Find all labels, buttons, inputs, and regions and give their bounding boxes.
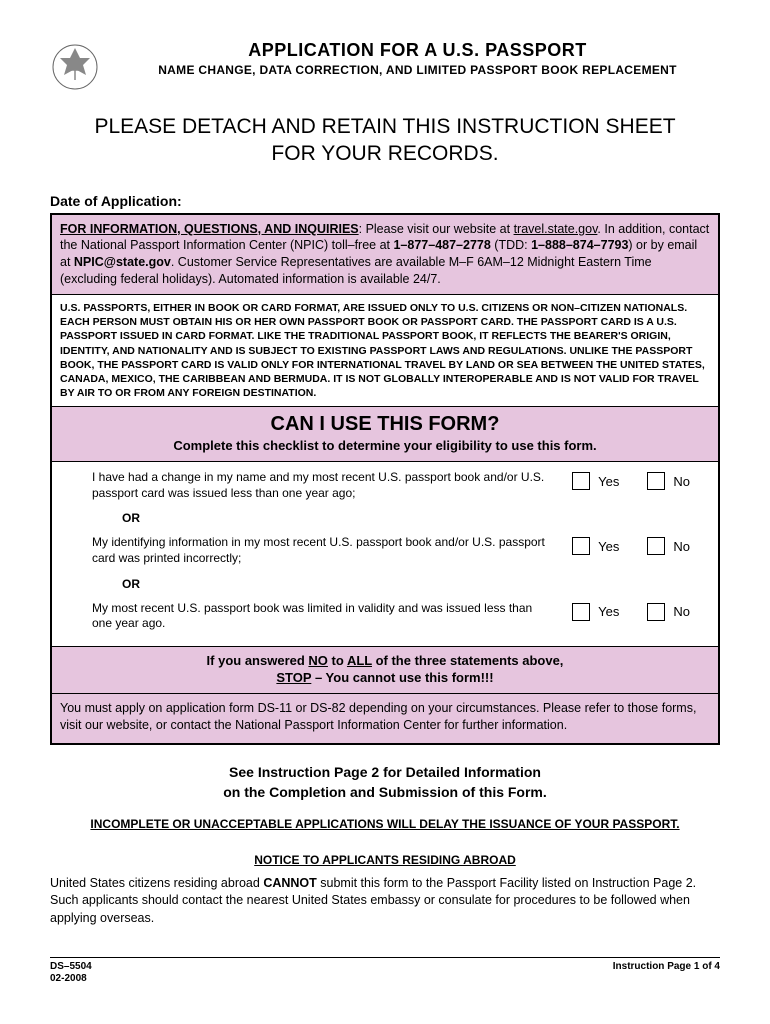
q2-no-checkbox[interactable] <box>647 537 665 555</box>
question-3-text: My most recent U.S. passport book was li… <box>92 601 572 632</box>
can-use-subtitle: Complete this checklist to determine you… <box>60 438 710 453</box>
eligibility-checklist: I have had a change in my name and my mo… <box>52 462 718 647</box>
yes-label: Yes <box>598 474 619 489</box>
checklist-row-1: I have had a change in my name and my mo… <box>92 470 710 501</box>
q1-no-checkbox[interactable] <box>647 472 665 490</box>
date-of-application-label: Date of Application: <box>50 193 720 209</box>
can-use-header: CAN I USE THIS FORM? Complete this check… <box>52 407 718 462</box>
question-1-options: Yes No <box>572 470 710 490</box>
form-date: 02-2008 <box>50 973 87 984</box>
detach-line-2: FOR YOUR RECORDS. <box>271 142 498 165</box>
detach-line-1: PLEASE DETACH AND RETAIN THIS INSTRUCTIO… <box>94 115 675 138</box>
delay-warning: INCOMPLETE OR UNACCEPTABLE APPLICATIONS … <box>50 817 720 831</box>
form-number: DS–5504 <box>50 961 92 972</box>
footer-page-number: Instruction Page 1 of 4 <box>613 961 720 985</box>
detach-notice: PLEASE DETACH AND RETAIN THIS INSTRUCTIO… <box>50 113 720 168</box>
question-2-options: Yes No <box>572 535 710 555</box>
question-3-options: Yes No <box>572 601 710 621</box>
q1-yes-checkbox[interactable] <box>572 472 590 490</box>
must-apply-text: You must apply on application form DS-11… <box>52 694 718 744</box>
title-block: APPLICATION FOR A U.S. PASSPORT NAME CHA… <box>115 40 720 77</box>
checklist-row-3: My most recent U.S. passport book was li… <box>92 601 710 632</box>
abroad-notice-text: United States citizens residing abroad C… <box>50 875 720 928</box>
footer: DS–5504 02-2008 Instruction Page 1 of 4 <box>50 957 720 985</box>
question-1-text: I have had a change in my name and my mo… <box>92 470 572 501</box>
checklist-row-2: My identifying information in my most re… <box>92 535 710 566</box>
form-box: FOR INFORMATION, QUESTIONS, AND INQUIRIE… <box>50 213 720 746</box>
no-label: No <box>673 474 690 489</box>
yes-label: Yes <box>598 604 619 619</box>
footer-form-info: DS–5504 02-2008 <box>50 961 92 985</box>
q3-no-checkbox[interactable] <box>647 603 665 621</box>
see-page-2-instruction: See Instruction Page 2 for Detailed Info… <box>50 763 720 802</box>
stop-warning: If you answered NO to ALL of the three s… <box>52 647 718 694</box>
no-label: No <box>673 604 690 619</box>
q2-yes-checkbox[interactable] <box>572 537 590 555</box>
phone-tdd: 1–888–874–7793 <box>531 238 628 252</box>
q3-yes-checkbox[interactable] <box>572 603 590 621</box>
website-link: travel.state.gov <box>514 222 598 236</box>
header-row: APPLICATION FOR A U.S. PASSPORT NAME CHA… <box>50 40 720 95</box>
document-subtitle: NAME CHANGE, DATA CORRECTION, AND LIMITE… <box>115 63 720 77</box>
us-seal-icon <box>50 40 100 95</box>
info-contact-section: FOR INFORMATION, QUESTIONS, AND INQUIRIE… <box>52 215 718 296</box>
can-use-title: CAN I USE THIS FORM? <box>60 413 710 436</box>
yes-label: Yes <box>598 539 619 554</box>
contact-email: NPIC@state.gov <box>74 255 171 269</box>
phone-primary: 1–877–487–2778 <box>393 238 490 252</box>
or-separator-1: OR <box>122 511 710 525</box>
or-separator-2: OR <box>122 577 710 591</box>
info-lead: FOR INFORMATION, QUESTIONS, AND INQUIRIE… <box>60 222 359 236</box>
no-label: No <box>673 539 690 554</box>
passport-eligibility-text: U.S. PASSPORTS, EITHER IN BOOK OR CARD F… <box>52 295 718 407</box>
abroad-notice-title: NOTICE TO APPLICANTS RESIDING ABROAD <box>50 853 720 867</box>
document-title: APPLICATION FOR A U.S. PASSPORT <box>115 40 720 61</box>
question-2-text: My identifying information in my most re… <box>92 535 572 566</box>
